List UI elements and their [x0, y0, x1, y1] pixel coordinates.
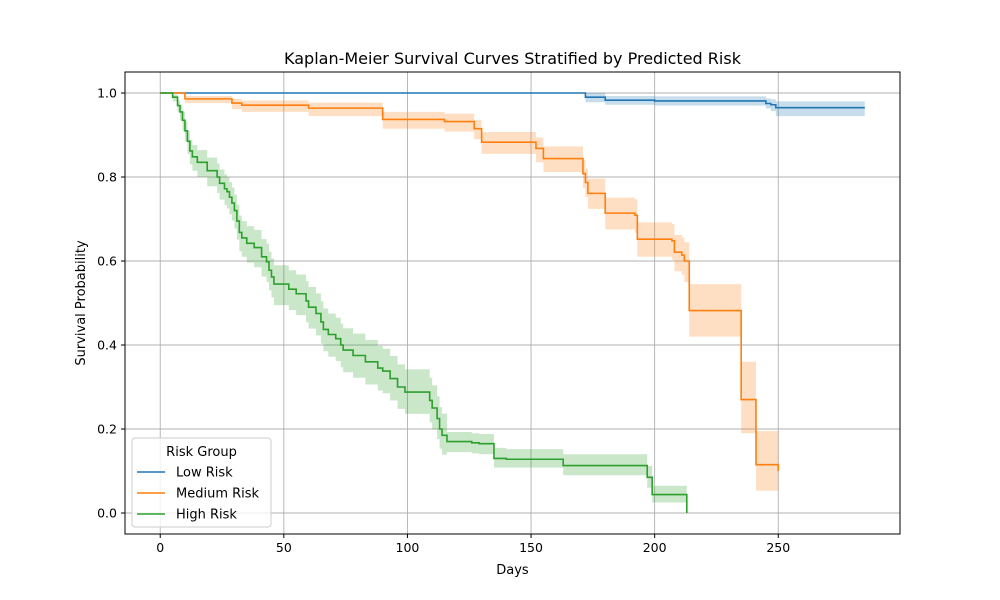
confidence-bands — [160, 93, 865, 503]
x-axis-label: Days — [496, 563, 529, 578]
y-tick-label: 0.0 — [97, 506, 117, 521]
y-axis-ticks: 0.0 0.2 0.4 0.6 0.8 1.0 — [97, 86, 125, 521]
y-tick-label: 0.2 — [97, 422, 117, 437]
legend-label-medium-risk: Medium Risk — [176, 487, 260, 502]
y-tick-label: 1.0 — [97, 86, 117, 101]
y-axis-label: Survival Probability — [74, 240, 89, 366]
legend: Risk Group Low Risk Medium Risk High Risk — [131, 437, 272, 528]
x-tick-label: 250 — [766, 540, 790, 555]
legend-label-low-risk: Low Risk — [176, 466, 233, 481]
legend-title: Risk Group — [166, 445, 237, 460]
x-tick-label: 100 — [396, 540, 420, 555]
legend-entries: Low Risk Medium Risk High Risk — [137, 466, 260, 523]
x-tick-label: 150 — [519, 540, 543, 555]
x-tick-label: 0 — [156, 540, 164, 555]
survival-curve-high-risk — [160, 92, 688, 513]
ci-band-high-risk — [160, 93, 687, 503]
y-tick-label: 0.8 — [97, 170, 117, 185]
chart-title: Kaplan-Meier Survival Curves Stratified … — [284, 49, 742, 68]
survival-curve-medium-risk — [160, 92, 780, 471]
survival-curve-low-risk — [160, 92, 865, 109]
ci-band-medium-risk — [160, 93, 779, 491]
plot-frame — [124, 71, 901, 535]
survival-curves — [160, 92, 865, 513]
x-tick-label: 200 — [643, 540, 667, 555]
ci-band-low-risk — [160, 93, 865, 117]
y-tick-label: 0.6 — [97, 254, 117, 269]
y-tick-label: 0.4 — [97, 338, 117, 353]
legend-label-high-risk: High Risk — [176, 508, 237, 523]
x-tick-label: 50 — [276, 540, 292, 555]
x-axis-ticks: 0 50 100 150 200 250 — [156, 534, 790, 555]
legend-box — [131, 437, 272, 528]
